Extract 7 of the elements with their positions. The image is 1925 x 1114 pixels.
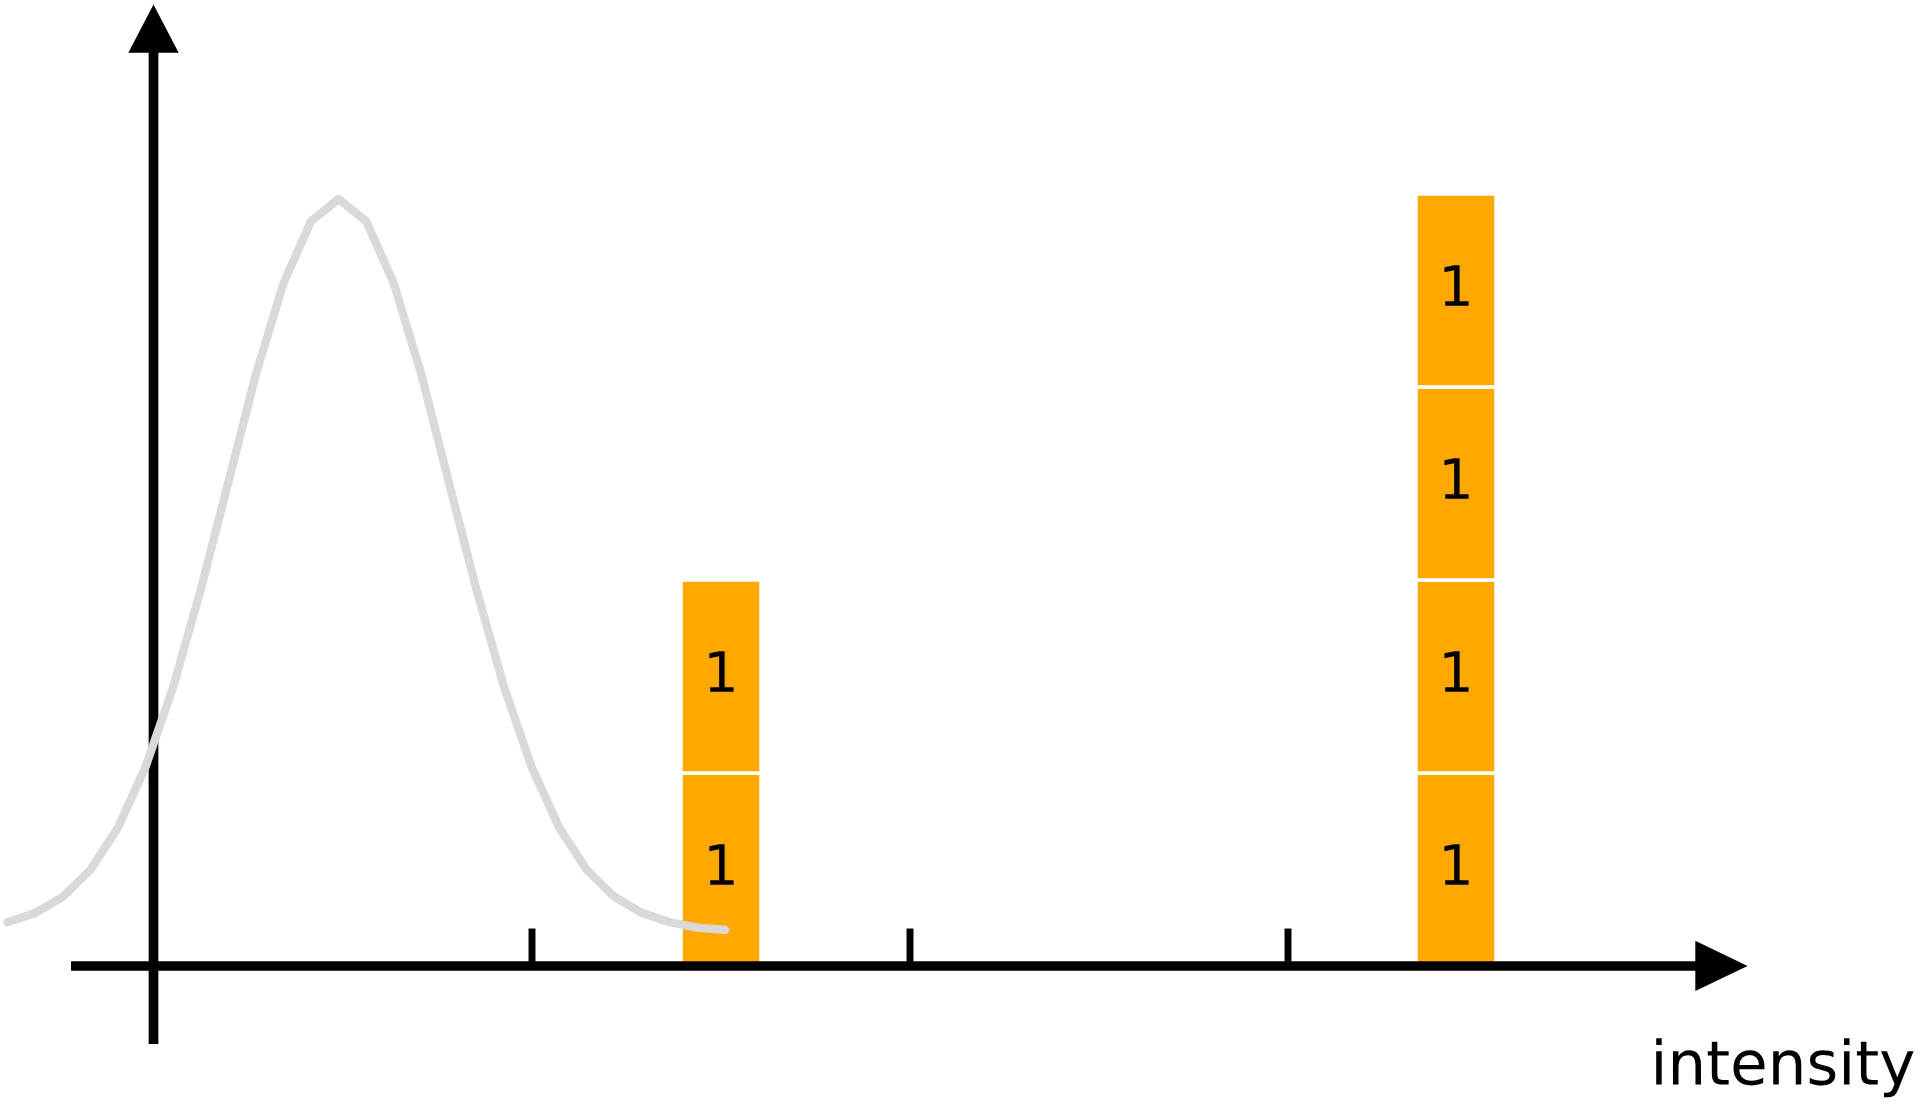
x-axis-title: intensity: [1656, 1038, 1914, 1098]
data-label: 1: [1444, 458, 1469, 499]
data-label: 1: [1444, 265, 1469, 306]
data-label: 1: [709, 651, 734, 692]
data-label: 1: [709, 844, 734, 885]
data-label: 1: [1444, 844, 1469, 885]
data-label: 1: [1444, 651, 1469, 692]
